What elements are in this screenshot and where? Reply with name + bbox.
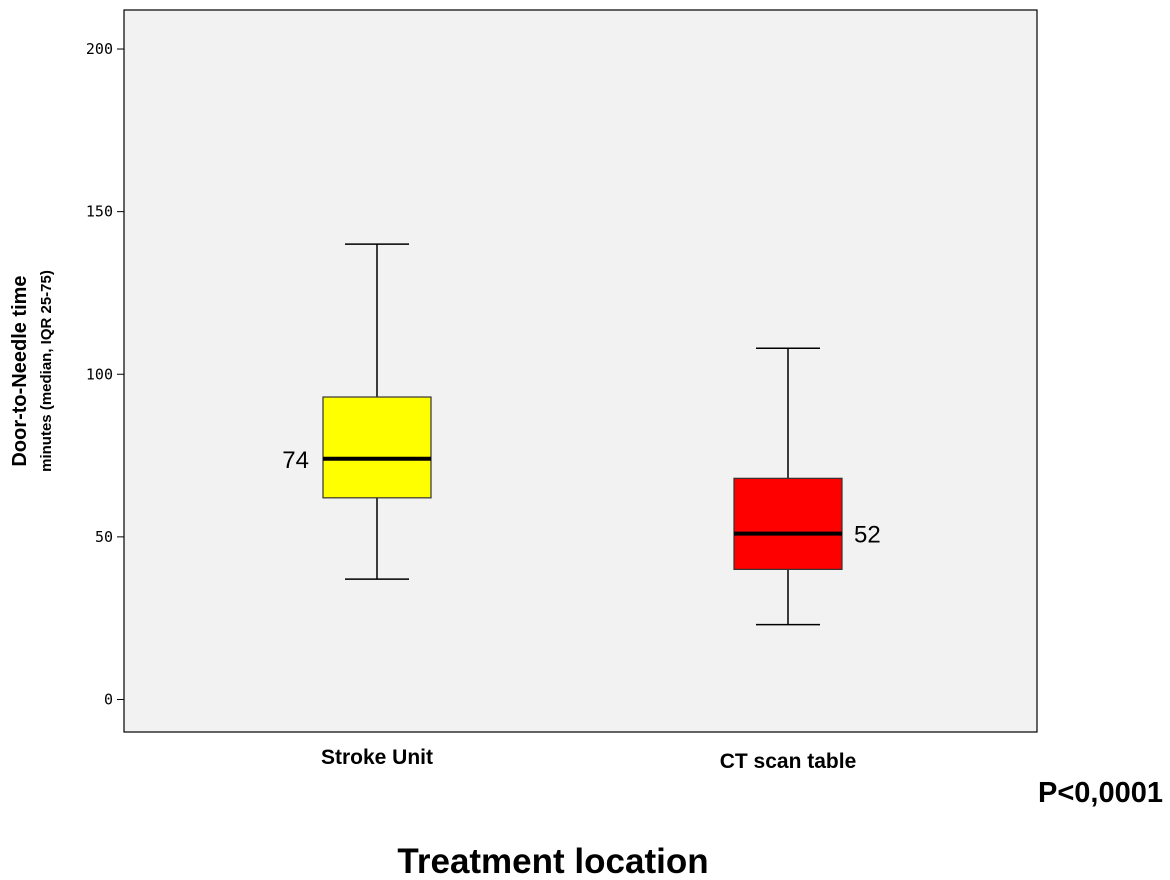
iqr-box <box>733 477 843 570</box>
x-axis-title: Treatment location <box>397 842 708 880</box>
p-value-annotation: P<0,0001 <box>1038 777 1163 809</box>
x-category-label: Stroke Unit <box>321 746 433 769</box>
y-tick-label: 150 <box>86 203 113 221</box>
y-axis-ticks: 0 50 100 150 200 <box>86 40 124 708</box>
y-axis-subtitle: minutes (median, IQR 25-75) <box>38 270 55 472</box>
median-value-label: 74 <box>282 447 309 474</box>
y-tick-label: 200 <box>86 40 113 58</box>
y-tick-label: 100 <box>86 365 113 383</box>
box-stroke-unit: 74 <box>282 243 432 580</box>
x-axis-category-labels: Stroke Unit CT scan table <box>321 746 856 773</box>
y-axis-title: Door-to-Needle time <box>9 275 31 466</box>
y-tick-label: 0 <box>104 690 113 708</box>
y-tick-label: 50 <box>95 528 113 546</box>
iqr-box <box>322 396 432 499</box>
plot-area <box>123 9 1038 733</box>
box-ct-scan-table: 52 <box>733 347 881 626</box>
x-category-label: CT scan table <box>720 750 857 773</box>
boxes: 74 52 <box>282 243 881 626</box>
median-value-label: 52 <box>854 522 881 549</box>
